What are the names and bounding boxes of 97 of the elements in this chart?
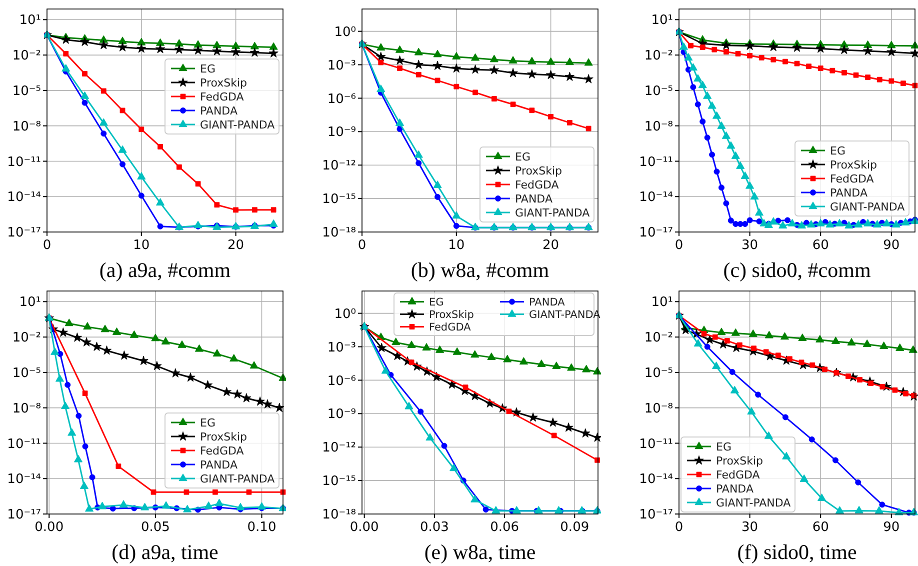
x-tick-label: 90 xyxy=(883,520,900,535)
y-tick-label: 10⁻³ xyxy=(327,58,356,74)
y-tick-label: 10⁻¹⁷ xyxy=(7,226,41,241)
legend-label: FedGDA xyxy=(515,178,560,192)
x-tick-label: 90 xyxy=(883,238,900,253)
x-tick-label: 0.00 xyxy=(350,520,379,535)
x-tick-label: 0.09 xyxy=(560,520,590,535)
legend-label: GIANT-PANDA xyxy=(830,200,906,214)
x-tick-label: 0 xyxy=(674,238,684,253)
legend-label: ProxSkip xyxy=(830,158,878,172)
y-tick-label: 10¹ xyxy=(651,13,673,28)
legend-label: ProxSkip xyxy=(200,430,248,444)
y-tick-label: 10⁻¹⁴ xyxy=(639,472,673,488)
y-tick-label: 10⁻⁸ xyxy=(644,119,673,134)
y-tick-label: 10⁻¹⁵ xyxy=(322,474,356,490)
y-tick-label: 10⁻⁹ xyxy=(327,125,356,140)
legend-label: GIANT-PANDA xyxy=(200,472,276,486)
y-tick-label: 10⁻¹² xyxy=(322,158,356,174)
legend-label: PANDA xyxy=(515,192,553,206)
y-tick-label: 10⁻¹⁷ xyxy=(639,226,673,241)
x-tick-label: 30 xyxy=(742,520,758,535)
y-tick-label: 10⁰ xyxy=(334,24,356,40)
y-tick-label: 10⁻⁸ xyxy=(12,401,41,416)
x-tick-label: 20 xyxy=(228,238,244,253)
x-tick-label: 0 xyxy=(358,238,366,253)
y-tick-label: 10¹ xyxy=(651,295,673,310)
x-tick-label: 0 xyxy=(42,238,52,253)
x-tick-label: 0.00 xyxy=(34,520,64,535)
y-tick-label: 10⁻⁶ xyxy=(327,374,356,389)
y-tick-label: 10⁻¹⁷ xyxy=(639,508,673,523)
legend-label: EG xyxy=(830,144,846,158)
y-tick-label: 10⁻¹⁵ xyxy=(322,192,356,208)
x-tick-label: 0 xyxy=(674,520,684,535)
legend-label: FedGDA xyxy=(200,90,244,104)
x-tick-label: 60 xyxy=(812,520,829,535)
legend-label: FedGDA xyxy=(716,468,760,482)
y-tick-label: 10⁻¹⁴ xyxy=(639,190,673,206)
legend-label: FedGDA xyxy=(830,172,874,186)
y-tick-label: 10¹ xyxy=(19,13,41,28)
x-tick-label: 60 xyxy=(812,238,829,253)
y-tick-label: 10⁰ xyxy=(334,306,356,322)
y-tick-label: 10⁻⁸ xyxy=(12,119,41,134)
y-tick-label: 10⁻¹⁴ xyxy=(7,190,41,206)
legend-label: ProxSkip xyxy=(429,308,474,321)
y-tick-label: 10⁻⁵ xyxy=(644,366,673,381)
y-tick-label: 10⁻⁶ xyxy=(327,92,356,107)
legend-label: ProxSkip xyxy=(716,454,764,468)
y-tick-label: 10⁻¹⁸ xyxy=(322,508,356,523)
x-tick-label: 0.06 xyxy=(490,520,520,535)
y-tick-label: 10⁻² xyxy=(644,330,673,346)
y-tick-label: 10⁻¹¹ xyxy=(639,436,673,452)
legend-label: FedGDA xyxy=(200,444,244,458)
text: (b) w8a, #comm xyxy=(410,258,550,282)
y-tick-label: 10⁻¹⁸ xyxy=(322,226,356,241)
y-tick-label: 10⁻² xyxy=(12,48,41,64)
y-tick-label: 10⁻⁹ xyxy=(327,407,356,422)
text: (e) w8a, time xyxy=(424,540,536,564)
y-tick-label: 10¹ xyxy=(19,295,41,310)
legend-label: PANDA xyxy=(830,186,868,200)
legend-label: GIANT-PANDA xyxy=(200,118,276,132)
y-tick-label: 10⁻⁸ xyxy=(644,401,673,416)
legend-label: EG xyxy=(200,62,216,76)
legend-label: EG xyxy=(429,296,444,308)
text: (f) sido0, time xyxy=(737,540,857,564)
x-tick-label: 10 xyxy=(448,238,465,253)
text: (d) a9a, time xyxy=(112,540,218,564)
legend-label: EG xyxy=(716,440,732,454)
legend-label: ProxSkip xyxy=(515,164,562,178)
legend-label: ProxSkip xyxy=(200,76,248,90)
y-tick-label: 10⁻¹² xyxy=(322,440,356,456)
y-tick-label: 10⁻¹¹ xyxy=(639,154,673,170)
legend-label: GIANT-PANDA xyxy=(515,206,590,220)
y-tick-label: 10⁻⁵ xyxy=(644,84,673,99)
y-tick-label: 10⁻⁵ xyxy=(12,366,41,381)
y-tick-label: 10⁻⁵ xyxy=(12,84,41,99)
legend-label: GIANT-PANDA xyxy=(716,496,792,510)
legend-label: PANDA xyxy=(529,296,566,308)
x-tick-label: 30 xyxy=(742,238,758,253)
text: (c) sido0, #comm xyxy=(723,258,871,282)
legend-label: PANDA xyxy=(200,458,238,472)
x-tick-label: 0.03 xyxy=(420,520,449,535)
legend-label: PANDA xyxy=(716,482,754,496)
y-tick-label: 10⁻² xyxy=(644,48,673,64)
x-tick-label: 0.10 xyxy=(247,520,276,535)
legend-label: EG xyxy=(200,416,216,430)
y-tick-label: 10⁻¹¹ xyxy=(7,436,41,452)
x-tick-label: 20 xyxy=(542,238,560,253)
legend-label: EG xyxy=(515,150,530,164)
y-tick-label: 10⁻² xyxy=(12,330,41,346)
x-tick-label: 0.05 xyxy=(140,520,170,535)
y-tick-label: 10⁻³ xyxy=(327,340,356,356)
legend-label: PANDA xyxy=(200,104,238,118)
y-tick-label: 10⁻¹⁴ xyxy=(7,472,41,488)
y-tick-label: 10⁻¹¹ xyxy=(7,154,41,170)
text: (a) a9a, #comm xyxy=(99,258,231,282)
legend-label: FedGDA xyxy=(429,321,472,334)
x-tick-label: 10 xyxy=(133,238,150,253)
